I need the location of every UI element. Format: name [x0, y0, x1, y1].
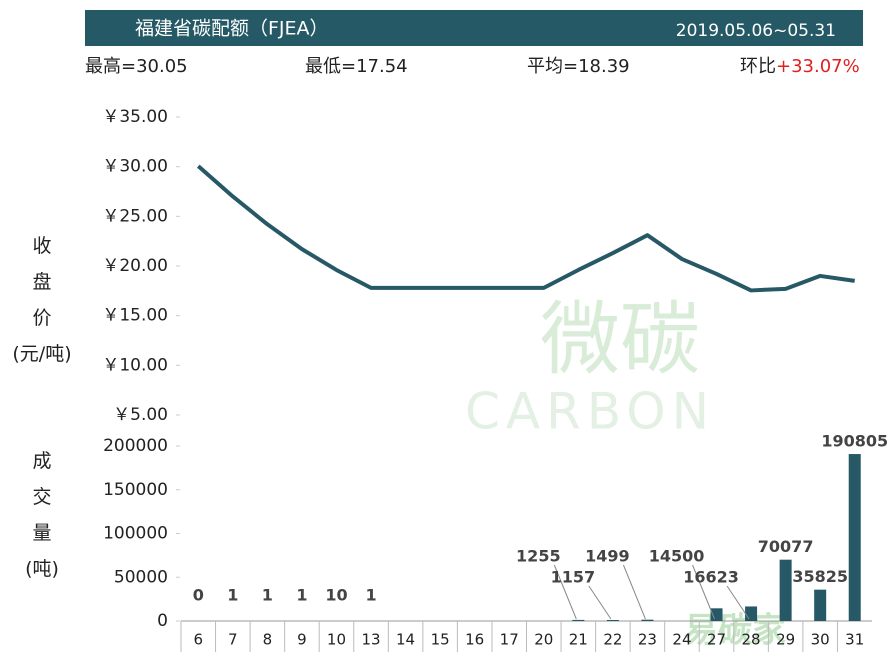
y-tick-label: 50000: [114, 567, 168, 587]
data-label: 35825: [792, 567, 848, 586]
x-tick-label: 28: [742, 631, 761, 649]
y-tick-label: ￥25.00: [102, 206, 168, 226]
y-tick-label: ￥15.00: [102, 306, 168, 326]
x-tick-label: 10: [327, 631, 346, 649]
bar: [572, 620, 584, 621]
data-label: 1255: [516, 547, 561, 566]
x-tick-label: 29: [776, 631, 795, 649]
x-tick-label: 17: [500, 631, 519, 649]
data-label: 1157: [551, 568, 596, 587]
y-tick-label: ￥5.00: [113, 405, 168, 425]
leader-line: [589, 586, 611, 619]
stat-change: +33.07%: [776, 56, 860, 77]
y-tick-label: ￥10.00: [102, 355, 168, 375]
y-tick-label: ￥20.00: [102, 256, 168, 276]
watermark: 微碳: [540, 293, 700, 386]
watermark: CARBON: [465, 383, 715, 441]
stat: 最高=30.05: [85, 56, 188, 77]
leader-line: [623, 565, 645, 619]
x-tick-label: 9: [297, 631, 307, 649]
price-line: [198, 166, 854, 290]
bar: [745, 606, 757, 621]
x-tick-label: 20: [534, 631, 553, 649]
y-tick-label: 150000: [103, 480, 168, 500]
stat: 平均=18.39: [527, 56, 630, 77]
y-tick-label: ￥35.00: [102, 107, 168, 127]
y-tick-label: 0: [157, 611, 168, 631]
y-tick-label: 200000: [103, 436, 168, 456]
data-label: 1: [365, 586, 376, 605]
x-tick-label: 8: [263, 631, 273, 649]
data-label: 14500: [649, 547, 705, 566]
x-tick-label: 13: [361, 631, 380, 649]
stat: 环比+33.07%: [740, 56, 860, 77]
date-range: 2019.05.06~05.31: [676, 21, 836, 41]
y-tick-label: ￥30.00: [102, 157, 168, 177]
bar: [849, 454, 861, 621]
x-tick-label: 6: [194, 631, 204, 649]
stat: 最低=17.54: [305, 56, 408, 77]
data-label: 0: [193, 586, 204, 605]
x-tick-label: 21: [569, 631, 588, 649]
x-tick-label: 31: [845, 631, 864, 649]
bar: [641, 620, 653, 621]
data-label: 16623: [683, 568, 739, 587]
bar: [780, 560, 792, 621]
data-label: 1: [227, 586, 238, 605]
bar: [607, 620, 619, 621]
bar: [814, 590, 826, 621]
data-label: 70077: [758, 537, 814, 556]
x-tick-label: 27: [707, 631, 726, 649]
title: 福建省碳配额（FJEA）: [135, 18, 329, 40]
data-label: 190805: [821, 432, 888, 451]
y-tick-label: 100000: [103, 524, 168, 544]
data-label: 1499: [585, 547, 630, 566]
y-axis-title: 成交量(吨): [25, 450, 59, 580]
x-tick-label: 16: [465, 631, 484, 649]
y-axis-title: 收盘价(元/吨): [12, 235, 71, 365]
data-label: 1: [296, 586, 307, 605]
x-tick-label: 23: [638, 631, 657, 649]
stat-label: 环比: [740, 56, 776, 77]
x-tick-label: 30: [811, 631, 830, 649]
data-label: 1: [262, 586, 273, 605]
x-tick-label: 7: [228, 631, 238, 649]
x-tick-label: 24: [672, 631, 691, 649]
x-tick-label: 22: [603, 631, 622, 649]
x-tick-label: 14: [396, 631, 415, 649]
data-label: 10: [325, 586, 347, 605]
x-tick-label: 15: [431, 631, 450, 649]
